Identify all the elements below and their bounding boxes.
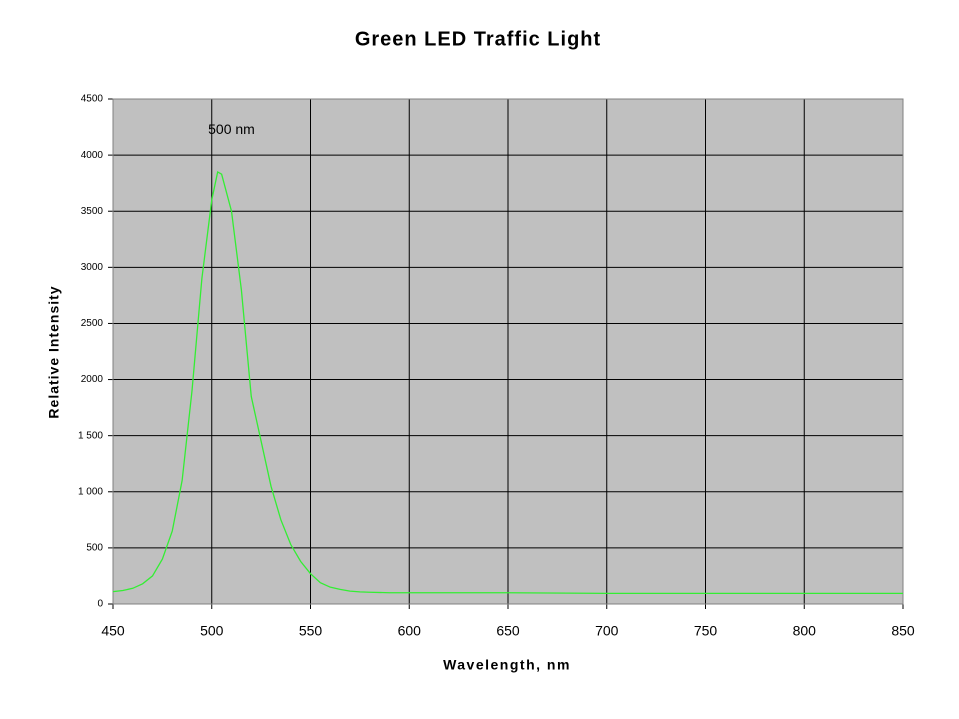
chart-title: Green LED Traffic Light (355, 28, 601, 50)
y-tick-label: 2000 (81, 374, 104, 385)
x-tick-label: 450 (101, 623, 125, 639)
x-tick-label: 700 (595, 623, 619, 639)
x-tick-label: 850 (891, 623, 915, 639)
x-tick-label: 650 (496, 623, 520, 639)
x-tick-label: 800 (793, 623, 817, 639)
y-tick-label: 3500 (81, 206, 104, 217)
y-tick-label: 1 000 (78, 486, 103, 497)
x-tick-label: 600 (398, 623, 422, 639)
y-tick-label: 1 500 (78, 430, 103, 441)
y-tick-label: 0 (97, 599, 103, 610)
x-axis-label: Wavelength, nm (443, 657, 571, 673)
x-tick-label: 500 (200, 623, 224, 639)
plot-border (112, 98, 904, 605)
x-tick-label: 550 (299, 623, 323, 639)
series-line (112, 170, 903, 594)
x-tick-label: 750 (694, 623, 718, 639)
y-axis-label: Relative Intensity (46, 285, 62, 418)
y-tick-label: 4000 (81, 150, 104, 161)
annotation: 500 nm (208, 121, 255, 137)
y-tick-label: 2500 (81, 318, 104, 329)
y-tick-label: 4500 (81, 94, 104, 105)
y-tick-label: 3000 (81, 262, 104, 273)
y-tick-label: 500 (86, 543, 103, 554)
